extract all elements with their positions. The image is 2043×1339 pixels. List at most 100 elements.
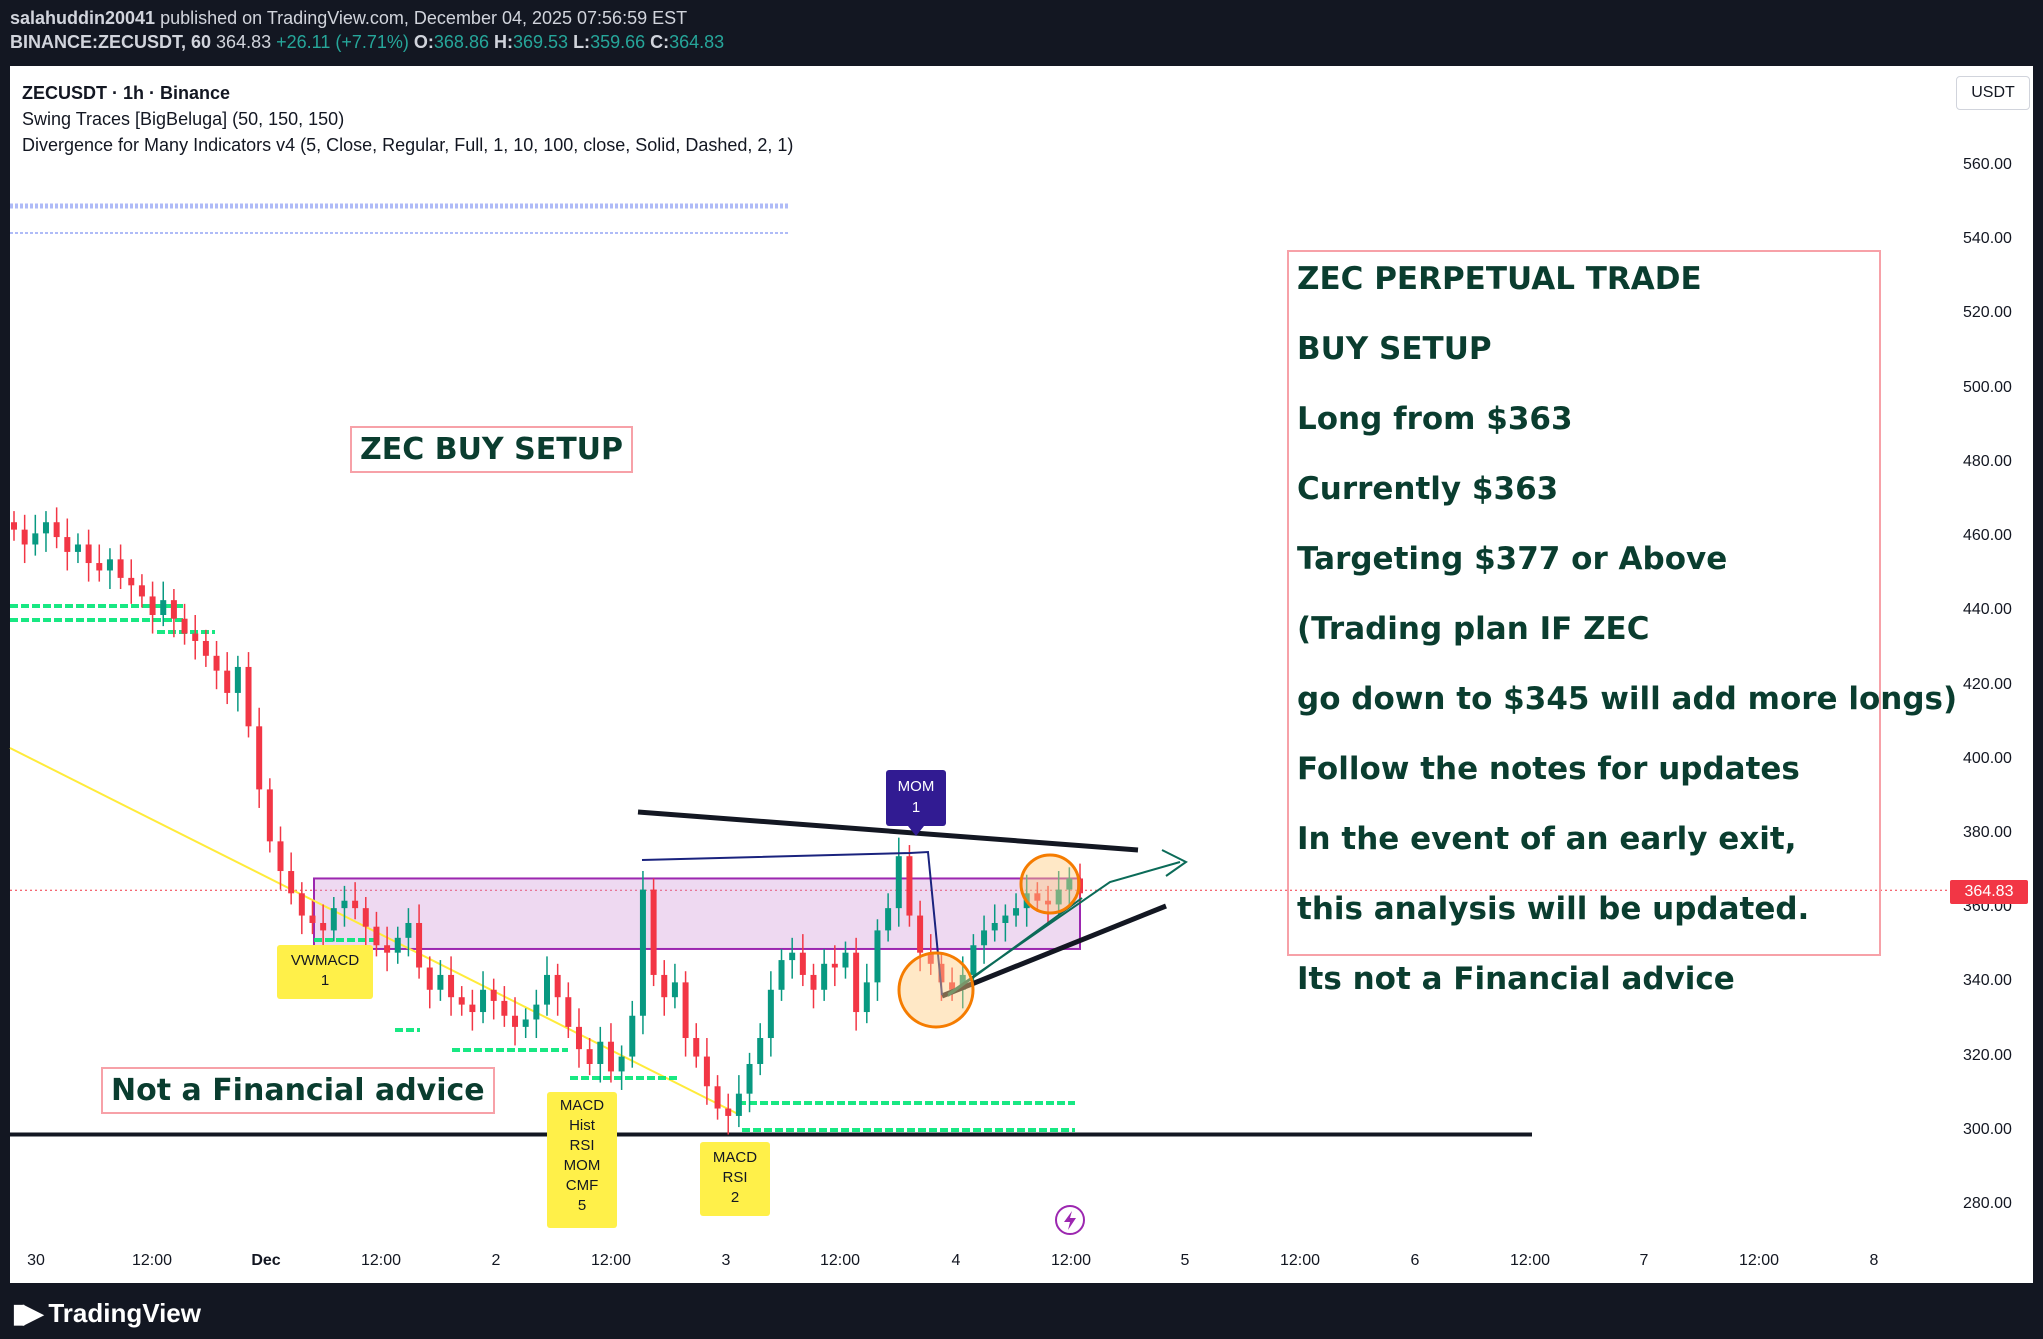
low-value: 359.66	[590, 32, 646, 52]
trade-plan-line: Its not a Financial advice	[1297, 961, 1735, 997]
candle-body	[128, 577, 135, 586]
disclaimer-note[interactable]: Not a Financial advice	[101, 1067, 495, 1114]
candle-body	[11, 522, 17, 530]
candle-body	[448, 974, 455, 998]
candle-body	[224, 670, 231, 693]
price-axis-tick: 560.00	[1963, 156, 2012, 173]
candle-body	[96, 563, 103, 571]
highlight-circle	[897, 951, 975, 1029]
candle-body	[405, 922, 412, 938]
candle-body	[917, 915, 924, 953]
time-axis-tick: 12:00	[1509, 1252, 1551, 1269]
last-price: 364.83	[216, 32, 272, 52]
legend-indicator-divergence[interactable]: Divergence for Many Indicators v4 (5, Cl…	[22, 135, 794, 155]
candle-body	[480, 989, 487, 1013]
candle-body	[981, 930, 988, 946]
publisher-name[interactable]: salahuddin20041	[10, 8, 156, 28]
time-axis-tick: 8	[1869, 1252, 1879, 1269]
candle-body	[416, 922, 423, 968]
label-line: 1	[320, 972, 330, 989]
trade-plan-line: Targeting $377 or Above	[1297, 541, 1728, 577]
price-axis-tick: 320.00	[1963, 1046, 2012, 1064]
trade-plan-line: Follow the notes for updates	[1297, 751, 1800, 787]
candle-body	[138, 585, 145, 597]
candle-body	[160, 600, 167, 615]
close-value: 364.83	[669, 32, 725, 52]
trade-plan-line: Currently $363	[1297, 471, 1559, 507]
label-line: RSI	[569, 1137, 595, 1154]
trade-plan-line: Long from $363	[1297, 401, 1573, 437]
candle-body	[895, 856, 902, 909]
candle-body	[1066, 878, 1073, 890]
candle-body	[735, 1093, 742, 1116]
candle-body	[650, 889, 657, 975]
mom-pointer-icon	[908, 826, 924, 836]
candle-body	[607, 1041, 614, 1072]
divergence-label-vwmacd[interactable]: VWMACD 1	[277, 945, 373, 999]
candle-body	[21, 529, 28, 545]
candle-body	[298, 893, 305, 916]
time-axis-tick: 2	[491, 1252, 501, 1269]
time-axis-tick: 12:00	[360, 1252, 402, 1269]
buy-setup-note[interactable]: ZEC BUY SETUP	[350, 426, 634, 473]
time-axis-tick: 3	[721, 1252, 731, 1269]
candle-body	[309, 915, 316, 923]
published-text: published on TradingView.com, December 0…	[160, 8, 688, 28]
candle-body	[426, 967, 433, 990]
trade-plan-line: BUY SETUP	[1297, 331, 1492, 367]
price-axis-tick: 380.00	[1963, 823, 2012, 841]
price-axis-tick: 540.00	[1963, 230, 2012, 248]
candle-body	[938, 963, 945, 983]
candle-body	[618, 1056, 625, 1072]
price-axis-tick: 340.00	[1963, 972, 2012, 990]
trade-plan-line: go down to $345 will add more longs)	[1297, 681, 1958, 717]
label-line: MACD	[559, 1097, 605, 1114]
currency-button[interactable]: USDT	[1956, 76, 2030, 110]
candle-body	[320, 922, 327, 931]
label-line: Hist	[569, 1117, 595, 1134]
divergence-label-macd-hist[interactable]: MACD Hist RSI MOM CMF 5	[547, 1092, 617, 1228]
candle-body	[639, 889, 646, 1016]
candle-body	[149, 596, 156, 615]
candle-body	[693, 1038, 700, 1057]
candle-body	[575, 1026, 582, 1050]
candle-body	[949, 982, 956, 990]
candle-body	[757, 1038, 764, 1064]
candle-body	[1013, 908, 1020, 916]
divergence-label-macd-rsi[interactable]: MACD RSI 2	[700, 1142, 770, 1216]
lightning-icon	[1055, 1205, 1085, 1235]
candle-body	[970, 945, 977, 975]
time-axis-tick: 30	[27, 1252, 45, 1269]
highlight-circle	[1019, 853, 1081, 915]
label-line: RSI	[722, 1169, 748, 1186]
publish-line: salahuddin20041 published on TradingView…	[10, 8, 687, 29]
header-bar: salahuddin20041 published on TradingView…	[0, 0, 2043, 65]
price-axis-tick: 520.00	[1963, 304, 2012, 322]
candle-body	[85, 544, 92, 564]
candle-body	[991, 922, 998, 931]
candle-body	[874, 930, 881, 983]
candle-body	[821, 963, 828, 990]
trade-plan-note[interactable]: ZEC PERPETUAL TRADE BUY SETUP Long from …	[1287, 250, 1958, 997]
legend-title[interactable]: ZECUSDT · 1h · Binance	[22, 83, 231, 103]
label-line: MACD	[712, 1149, 758, 1166]
time-axis-tick: 12:00	[1050, 1252, 1092, 1269]
high-value: 369.53	[512, 32, 569, 52]
candle-body	[266, 789, 273, 842]
candle-body	[746, 1063, 753, 1094]
buy-zone-box	[313, 877, 1081, 950]
candle-body	[437, 974, 444, 990]
label-line: 1	[911, 799, 921, 816]
legend-indicator-swing[interactable]: Swing Traces [BigBeluga] (50, 150, 150)	[22, 109, 345, 129]
symbol-line: BINANCE:ZECUSDT, 60 364.83 +26.11 (+7.71…	[10, 32, 725, 52]
tradingview-logo[interactable]: ▮▶ TradingView	[12, 1298, 201, 1329]
candle-body	[341, 900, 348, 909]
price-axis-tick: 460.00	[1963, 527, 2012, 545]
brand-name: TradingView	[48, 1298, 201, 1328]
price-axis-tick: 440.00	[1963, 601, 2012, 619]
divergence-label-mom[interactable]: MOM 1	[886, 770, 946, 826]
tradingview-icon: ▮▶	[12, 1298, 43, 1328]
candle-body	[544, 974, 550, 1005]
candle-body	[202, 640, 209, 656]
